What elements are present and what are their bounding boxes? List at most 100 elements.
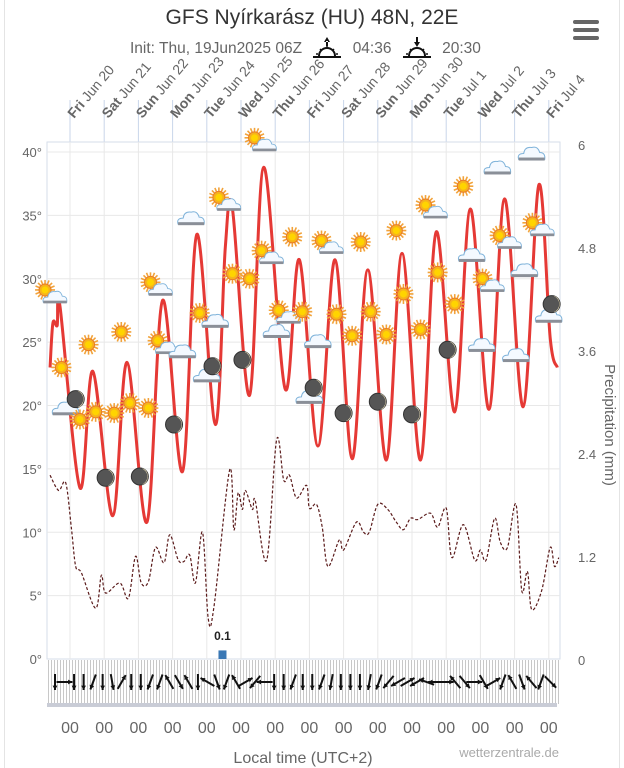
sun-icon <box>281 226 304 248</box>
hour-label: 00 <box>540 720 558 737</box>
credit-link[interactable]: wetterzentrale.de <box>458 745 559 760</box>
wind-head <box>391 681 397 686</box>
wind-head <box>537 684 542 690</box>
chart-frame <box>4 0 620 768</box>
wind-arrow-icon <box>318 674 326 690</box>
sun-icon <box>110 321 133 343</box>
wind-arrow-icon <box>249 675 262 689</box>
y-left-tick-label: 30° <box>22 272 42 287</box>
cloud-icon <box>517 146 546 162</box>
y-left-tick-label: 5° <box>30 589 42 604</box>
wind-head <box>508 675 513 681</box>
cloud-icon <box>262 324 291 339</box>
wind-head <box>419 678 425 684</box>
wind-arrow-icon <box>338 674 344 690</box>
right-axis-title: Precipitation (mm) <box>601 364 618 486</box>
wind-head <box>146 684 152 690</box>
wind-arrow-icon <box>52 674 58 690</box>
wind-head <box>200 678 206 683</box>
hamburger-menu-icon[interactable] <box>573 20 599 40</box>
wind-head <box>375 684 380 690</box>
cloud-icon <box>177 211 205 226</box>
wind-arrow-icon <box>485 677 501 687</box>
wind-arrow-icon <box>164 674 175 690</box>
wind-arrow-icon <box>537 674 545 690</box>
wind-head <box>551 682 557 688</box>
wind-arrow-icon <box>231 674 241 690</box>
sun-icon <box>385 219 408 242</box>
wind-head <box>347 685 353 690</box>
hour-label: 00 <box>232 720 250 737</box>
wind-arrow-icon <box>195 674 201 690</box>
sun-cloud-icon <box>209 187 241 210</box>
wind-head <box>366 685 372 690</box>
wind-head <box>256 679 262 685</box>
sun-icon <box>452 175 475 198</box>
wind-arrow-icon <box>347 674 353 690</box>
wind-arrow-icon <box>89 674 97 690</box>
moon-icon <box>165 415 184 434</box>
wind-head <box>178 683 183 689</box>
scrollbar[interactable] <box>47 703 557 707</box>
hour-label: 00 <box>403 720 421 737</box>
wind-arrow-icon <box>281 674 287 690</box>
dewpoint-line <box>49 436 560 628</box>
precipitation-label: 0.1 <box>214 629 231 643</box>
wind-head <box>271 685 277 690</box>
sunset-time: 20:30 <box>442 40 481 57</box>
cloud-icon <box>457 247 486 263</box>
cloud-icon <box>483 160 512 175</box>
wind-arrow-icon <box>81 674 86 690</box>
wind-head <box>281 685 287 690</box>
wind-head <box>338 685 344 690</box>
y-left-tick-label: 35° <box>22 208 42 223</box>
precipitation-bar <box>218 650 227 659</box>
hour-label: 00 <box>506 720 524 737</box>
sunrise-time: 04:36 <box>352 40 392 57</box>
wind-head <box>526 675 531 681</box>
plot-area <box>46 141 561 660</box>
day-date: Jul 1 <box>456 67 490 103</box>
wind-head <box>128 685 134 690</box>
sun-icon <box>359 300 382 323</box>
cloud-icon <box>502 348 530 363</box>
wind-head <box>247 678 253 683</box>
wind-head <box>409 678 415 683</box>
sun-icon <box>137 397 160 419</box>
wind-head <box>449 679 454 685</box>
sun-icon <box>341 324 363 347</box>
moon-icon <box>96 468 115 487</box>
sun-icon <box>50 356 73 379</box>
sun-cloud-icon <box>312 231 344 254</box>
y-right-tick-label: 3.6 <box>578 344 596 359</box>
x-axis-title: Local time (UTC+2) <box>233 750 372 767</box>
wind-head <box>520 684 526 690</box>
wind-head <box>195 685 201 690</box>
wind-arrow-icon <box>525 675 538 689</box>
hour-label: 00 <box>164 720 182 737</box>
sun-icon <box>119 392 141 414</box>
wind-head <box>465 683 470 689</box>
wind-arrow-icon <box>466 679 483 685</box>
y-left-tick-label: 40° <box>22 145 42 160</box>
hour-label: 00 <box>369 720 387 737</box>
wind-head <box>300 685 306 690</box>
sun-icon <box>84 401 107 423</box>
hour-label: 00 <box>130 720 148 737</box>
wind-arrow-icon <box>213 674 221 690</box>
wind-arrow-icon <box>499 674 507 690</box>
wind-head <box>428 679 433 685</box>
moon-icon <box>368 392 387 411</box>
sun-icon <box>238 267 261 290</box>
wind-head <box>383 683 389 689</box>
moon-icon <box>233 350 252 369</box>
sun-icon <box>77 333 100 356</box>
wind-head <box>71 685 77 690</box>
wind-arrow-icon <box>289 674 297 690</box>
wind-arrow-icon <box>156 674 164 690</box>
moon-icon <box>130 467 149 486</box>
wind-arrow-icon <box>56 679 73 685</box>
wind-arrow-icon <box>544 675 557 689</box>
day-date: Jul 4 <box>554 71 588 107</box>
wind-arrow-icon <box>146 674 154 690</box>
